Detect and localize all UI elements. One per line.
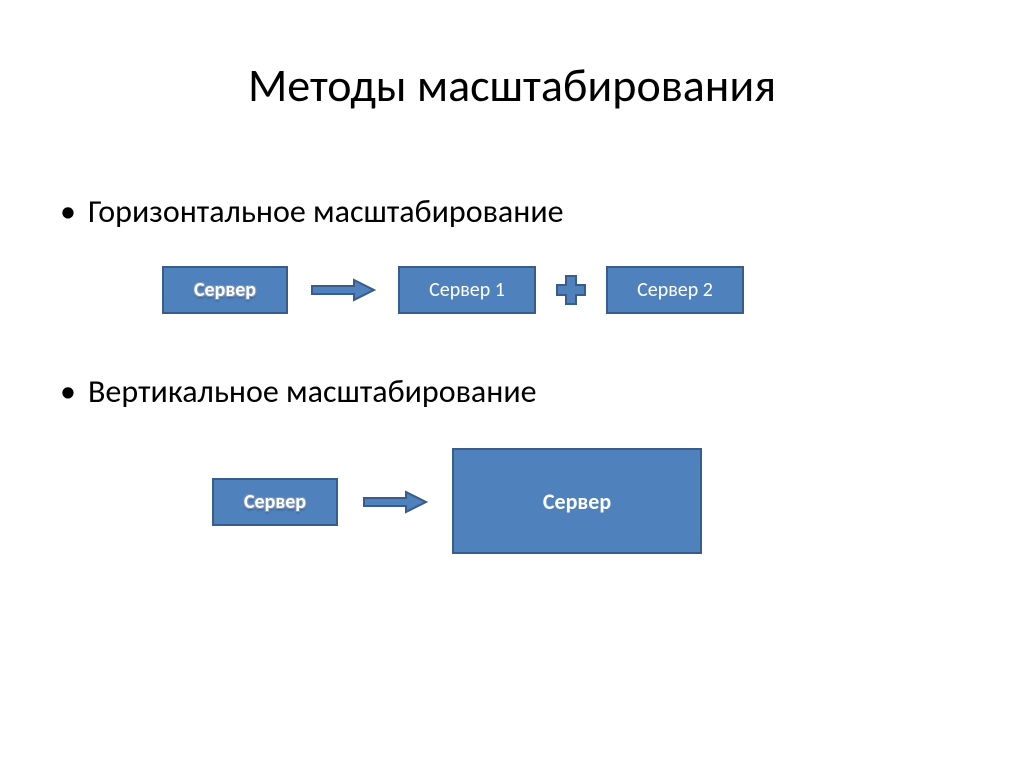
box-server-large: Сервер: [452, 448, 702, 554]
box-label: Сервер: [543, 488, 611, 515]
plus-icon: [556, 275, 586, 305]
box-label: Сервер 2: [637, 278, 713, 302]
box-server-source-1: Сервер: [162, 266, 288, 314]
slide-title: Методы масштабирования: [0, 58, 1024, 114]
box-server-source-2: Сервер: [212, 478, 338, 526]
slide: Методы масштабирования Горизонтальное ма…: [0, 0, 1024, 768]
arrow-icon: [362, 489, 428, 515]
bullet-vertical: Вертикальное масштабирование: [88, 372, 537, 411]
box-label: Сервер: [194, 278, 256, 302]
box-server-2: Сервер 2: [606, 266, 744, 314]
box-label: Сервер: [244, 490, 306, 514]
box-server-1: Сервер 1: [398, 266, 536, 314]
arrow-icon: [310, 277, 376, 303]
box-label: Сервер 1: [429, 278, 505, 302]
bullet-horizontal: Горизонтальное масштабирование: [88, 192, 564, 231]
